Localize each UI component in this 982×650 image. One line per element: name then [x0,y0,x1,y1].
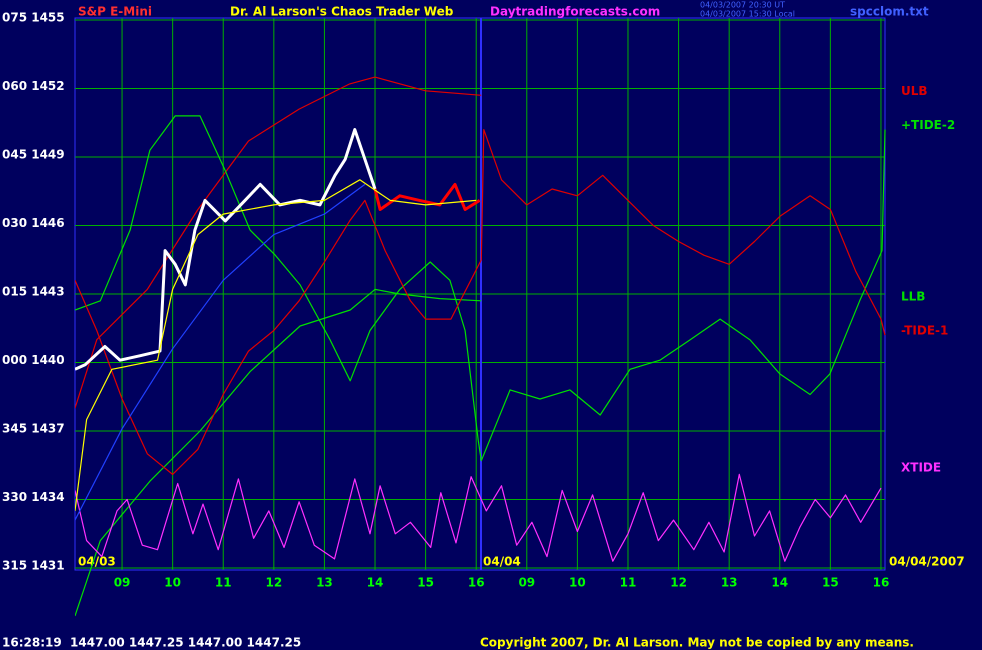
date-label: 04/03 [78,555,116,569]
x-tick-label: 10 [164,576,181,590]
y-tick-label: 000 1440 [2,353,65,367]
timestamp: 04/03/2007 20:30 UT [700,1,785,10]
x-tick-label: 12 [265,576,282,590]
series-line [75,115,886,462]
x-tick-label: 11 [620,576,637,590]
x-tick-label: 15 [822,576,839,590]
series-line [75,128,377,371]
copyright: Copyright 2007, Dr. Al Larson. May not b… [480,636,914,650]
y-tick-label: 315 1431 [2,559,65,573]
x-tick-label: 10 [569,576,586,590]
series-label: -TIDE-1 [901,324,948,338]
series-line [373,182,481,211]
file-name: spcclom.txt [850,5,929,19]
chart-title: S&P E-Mini [78,5,152,19]
grid-layer [75,18,885,570]
series-layer [75,76,886,617]
series-label: +TIDE-2 [901,118,955,132]
y-tick-label: 030 1446 [2,216,65,230]
x-tick-label: 13 [316,576,333,590]
status-line: 16:28:19 1447.00 1447.25 1447.00 1447.25 [2,636,301,650]
y-tick-label: 060 1452 [2,79,65,93]
x-tick-label: 13 [721,576,738,590]
x-tick-label: 14 [771,576,788,590]
label-layer: 075 1455 060 1452 045 1449 030 1446 015 1443… [2,11,955,590]
series-line [75,179,477,511]
x-tick-label: 15 [417,576,434,590]
x-tick-label: 16 [873,576,890,590]
series-line [75,76,482,409]
x-tick-label: 09 [114,576,131,590]
y-tick-label: 075 1455 [2,11,65,25]
series-line [75,183,366,521]
timestamp: 04/03/2007 15:30 Local [700,10,795,19]
x-tick-label: 12 [670,576,687,590]
y-tick-label: 045 1449 [2,148,65,162]
x-tick-label: 09 [518,576,535,590]
date-label: 04/04 [483,555,521,569]
x-tick-label: 14 [367,576,384,590]
chart-subtitle: Dr. Al Larson's Chaos Trader Web [230,5,454,19]
series-label: XTIDE [901,461,941,475]
series-label: ULB [901,84,928,98]
series-line [75,473,882,562]
y-tick-label: 345 1437 [2,422,65,436]
series-line [75,129,886,475]
y-tick-label: 330 1434 [2,490,65,504]
series-label: LLB [901,289,925,303]
date-label: 04/04/2007 [889,555,965,569]
x-tick-label: 11 [215,576,232,590]
site-name: Daytradingforecasts.com [490,5,660,19]
x-tick-label: 16 [468,576,485,590]
series-line [75,288,482,617]
y-tick-label: 015 1443 [2,285,65,299]
